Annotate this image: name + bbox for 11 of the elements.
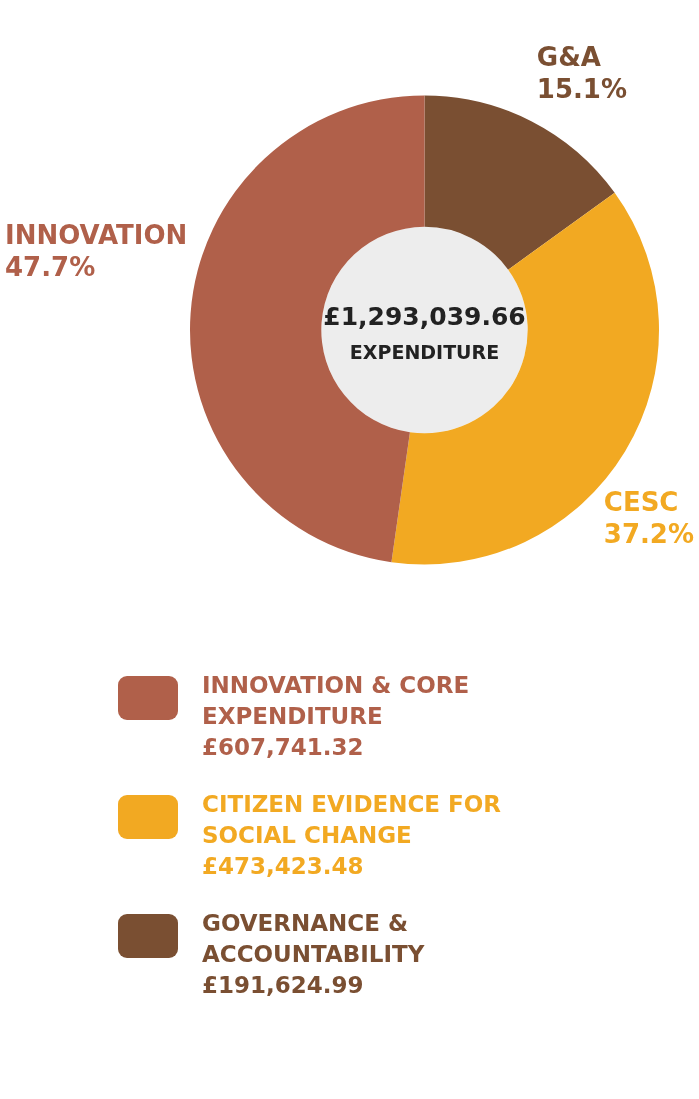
data-label: £607,741.32 bbox=[202, 733, 365, 762]
text: £1,293,039.66 bbox=[323, 301, 526, 331]
legend-label: GOVERNANCE & ACCOUNTABILITY bbox=[202, 909, 426, 969]
legend-label: INNOVATION & CORE EXPENDITURE bbox=[202, 671, 471, 731]
text: CESC 37.2% bbox=[603, 487, 694, 550]
text: G&A 15.1% bbox=[536, 42, 627, 105]
data-label: £191,624.99 bbox=[202, 971, 365, 1000]
legend-label: CITIZEN EVIDENCE FOR SOCIAL CHANGE bbox=[202, 790, 503, 850]
text: INNOVATION 47.7% bbox=[5, 220, 188, 283]
data-label: £473,423.48 bbox=[202, 852, 365, 881]
text: EXPENDITURE bbox=[349, 340, 500, 363]
